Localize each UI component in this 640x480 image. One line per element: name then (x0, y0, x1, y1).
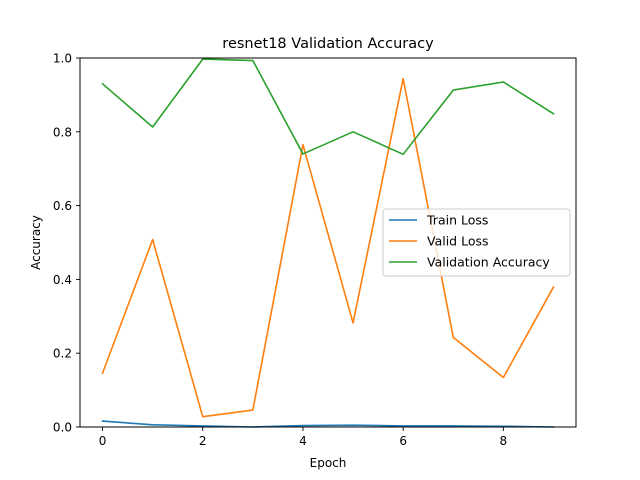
y-tick-label: 1.0 (53, 52, 72, 66)
y-axis-label: Accuracy (29, 215, 43, 270)
y-tick-label: 0.4 (53, 273, 72, 287)
series-line-0 (101, 420, 555, 428)
y-tick-label: 0.2 (53, 347, 72, 361)
x-tick-label: 6 (399, 434, 407, 448)
legend-label-1: Valid Loss (427, 234, 489, 249)
x-tick-label: 0 (99, 434, 107, 448)
series-line-1 (101, 77, 555, 418)
x-tick-label: 8 (500, 434, 508, 448)
y-axis-ticks: 0.0 0.2 0.4 0.6 0.8 1.0 (53, 52, 80, 435)
x-tick-label: 4 (299, 434, 307, 448)
x-tick-label: 2 (199, 434, 207, 448)
legend: Train Loss Valid Loss Validation Accuracy (382, 208, 571, 277)
series-line-2 (101, 58, 555, 156)
chart-title: resnet18 Validation Accuracy (222, 36, 434, 52)
plot-area-frame (79, 57, 577, 428)
legend-label-0: Train Loss (426, 213, 488, 228)
x-axis-ticks: 0 2 4 6 8 (99, 427, 507, 448)
x-axis-label: Epoch (310, 456, 347, 470)
legend-frame (382, 208, 571, 277)
legend-label-2: Validation Accuracy (427, 255, 550, 270)
legend-entries: Train Loss Valid Loss Validation Accuracy (389, 213, 550, 270)
series-layer (101, 58, 555, 428)
y-tick-label: 0.0 (53, 421, 72, 435)
y-tick-label: 0.6 (53, 199, 72, 213)
y-tick-label: 0.8 (53, 125, 72, 139)
